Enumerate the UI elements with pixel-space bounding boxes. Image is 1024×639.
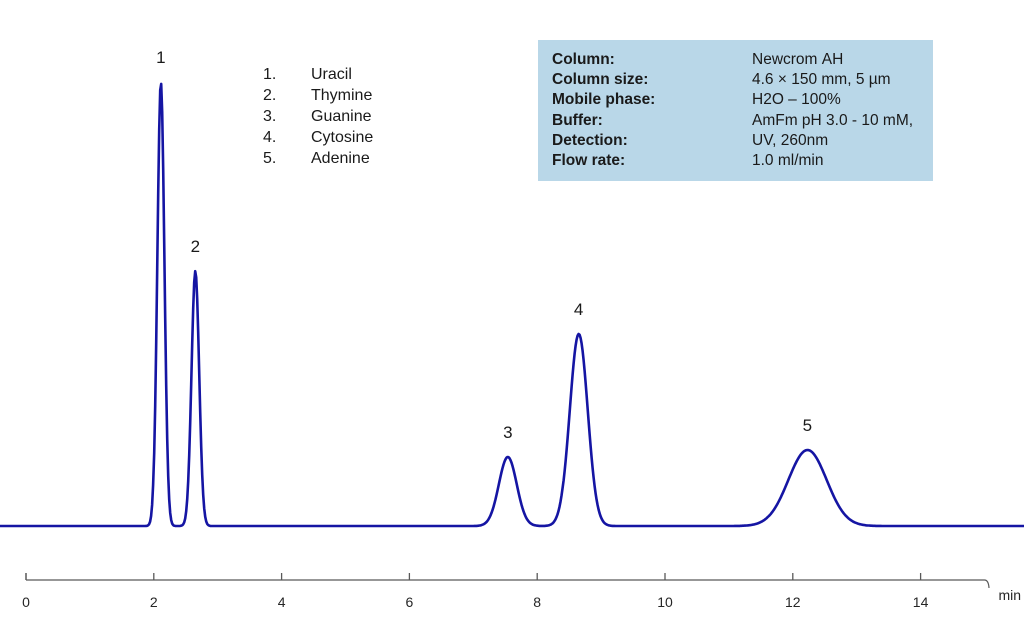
svg-text:1: 1 bbox=[156, 48, 165, 67]
svg-text:4: 4 bbox=[278, 594, 286, 610]
svg-text:14: 14 bbox=[913, 594, 929, 610]
svg-text:8: 8 bbox=[533, 594, 541, 610]
svg-text:6: 6 bbox=[406, 594, 414, 610]
svg-text:2: 2 bbox=[150, 594, 158, 610]
svg-text:0: 0 bbox=[22, 594, 30, 610]
svg-text:3: 3 bbox=[503, 423, 512, 442]
svg-text:min: min bbox=[999, 587, 1022, 603]
svg-text:12: 12 bbox=[785, 594, 801, 610]
svg-text:10: 10 bbox=[657, 594, 673, 610]
svg-text:2: 2 bbox=[191, 237, 200, 256]
svg-text:5: 5 bbox=[803, 416, 812, 435]
svg-text:4: 4 bbox=[574, 300, 583, 319]
